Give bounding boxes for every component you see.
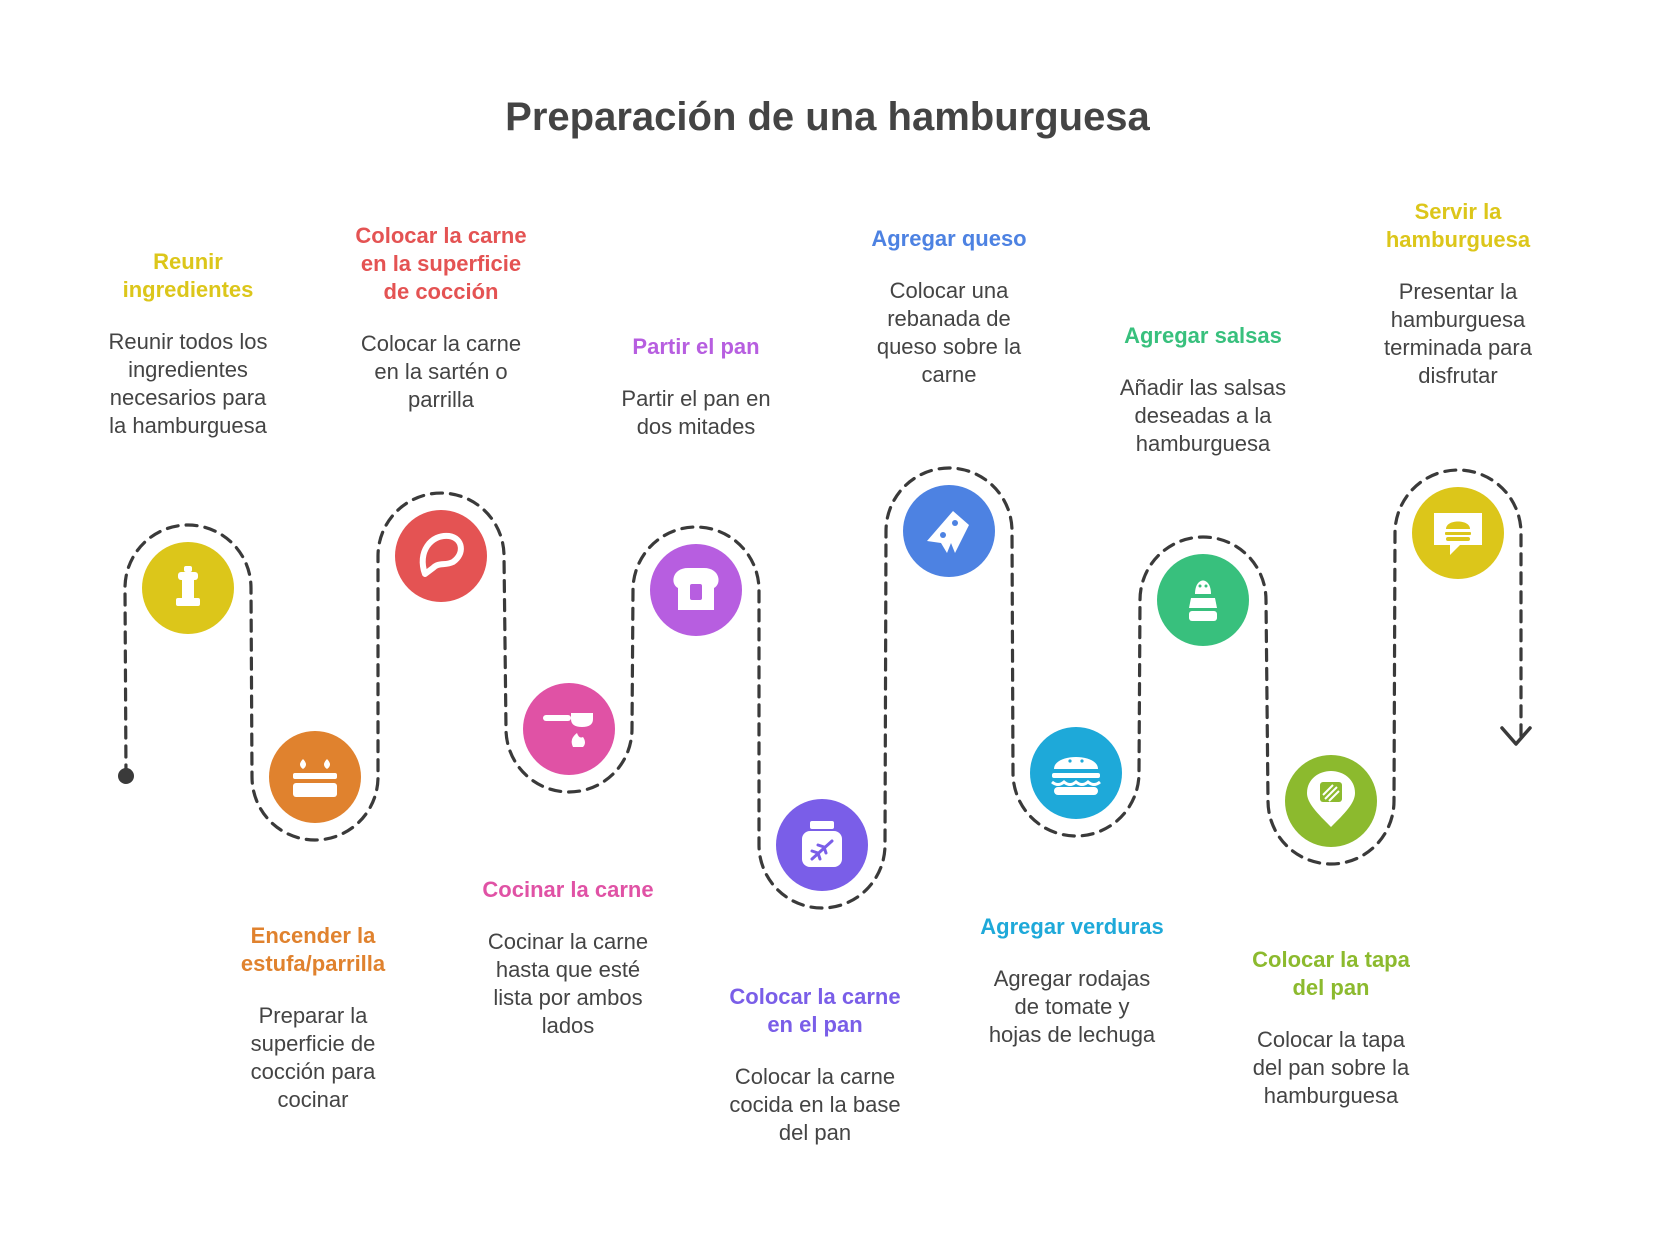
step-title: Agregar verduras xyxy=(980,914,1164,939)
step-description: Agregar rodajas de tomate y hojas de lec… xyxy=(988,966,1156,1047)
burger-icon xyxy=(1051,757,1101,795)
step-circle xyxy=(395,510,487,602)
step-4-text: Cocinar la carne Cocinar la carne hasta q… xyxy=(458,876,678,1040)
step-title: Partir el pan xyxy=(632,334,760,359)
path-start-dot xyxy=(118,768,134,784)
burger-message-icon xyxy=(1434,513,1482,555)
step-8-text: Agregar verduras Agregar rodajas de tomat… xyxy=(962,913,1182,1049)
step-title: Colocar la carne en el pan xyxy=(729,984,901,1037)
step-description: Colocar la carne cocida en la base del p… xyxy=(729,1064,901,1145)
step-7-text: Agregar queso Colocar una rebanada de que… xyxy=(839,225,1059,389)
step-10-text: Colocar la tapa del pan Colocar la tapa d… xyxy=(1221,946,1441,1110)
spice-jar-icon xyxy=(802,821,842,867)
step-3-text: Colocar la carne en la superficie de coc… xyxy=(331,222,551,414)
step-11-text: Servir la hamburguesa Presentar la hambur… xyxy=(1348,198,1568,390)
step-marker-9 xyxy=(1157,554,1249,646)
step-marker-7 xyxy=(903,485,995,577)
step-circle xyxy=(523,683,615,775)
step-marker-8 xyxy=(1030,727,1122,819)
step-description: Colocar la carne en la sartén o parrilla xyxy=(360,331,522,412)
diagram-title: Preparación de una hamburguesa xyxy=(505,95,1150,139)
step-9-text: Agregar salsas Añadir las salsas deseadas… xyxy=(1093,322,1313,458)
step-description: Cocinar la carne hasta que esté lista po… xyxy=(487,929,649,1038)
step-marker-6 xyxy=(776,799,868,891)
step-title: Servir la hamburguesa xyxy=(1385,199,1531,252)
step-description: Presentar la hamburguesa terminada para … xyxy=(1384,279,1532,388)
cheese-slice-icon xyxy=(927,511,969,553)
toast-pin-icon xyxy=(1307,771,1355,827)
step-title: Agregar salsas xyxy=(1124,323,1282,348)
step-marker-3 xyxy=(395,510,487,602)
step-description: Partir el pan en dos mitades xyxy=(621,386,771,439)
step-title: Reunir ingredientes xyxy=(122,249,254,302)
stove-burner-icon xyxy=(293,759,337,797)
step-marker-2 xyxy=(269,731,361,823)
process-path xyxy=(123,466,1523,910)
steak-icon xyxy=(419,532,464,577)
step-description: Añadir las salsas deseadas a la hamburgu… xyxy=(1119,375,1287,456)
step-title: Colocar la carne en la superficie de coc… xyxy=(355,223,527,304)
step-5-text: Partir el pan Partir el pan en dos mitade… xyxy=(586,333,806,441)
frying-pan-fire-icon xyxy=(543,713,593,747)
step-description: Reunir todos los ingredientes necesarios… xyxy=(108,329,268,438)
step-description: Colocar una rebanada de queso sobre la c… xyxy=(876,278,1022,387)
step-title: Colocar la tapa del pan xyxy=(1252,947,1410,1000)
salt-shaker-icon xyxy=(1189,580,1217,621)
bread-slice-icon xyxy=(673,568,719,610)
step-description: Colocar la tapa del pan sobre la hamburg… xyxy=(1252,1027,1410,1108)
step-description: Preparar la superficie de cocción para c… xyxy=(250,1003,376,1112)
step-marker-10 xyxy=(1285,755,1377,847)
path-end-arrow-icon xyxy=(1500,726,1532,746)
step-title: Cocinar la carne xyxy=(482,877,654,902)
step-title: Encender la estufa/parrilla xyxy=(240,923,386,976)
step-2-text: Encender la estufa/parrilla Preparar la s… xyxy=(203,922,423,1114)
step-marker-4 xyxy=(523,683,615,775)
step-marker-11 xyxy=(1412,487,1504,579)
step-marker-1 xyxy=(142,542,234,634)
step-marker-5 xyxy=(650,544,742,636)
step-1-text: Reunir ingredientes Reunir todos los ingr… xyxy=(78,248,298,440)
step-6-text: Colocar la carne en el pan Colocar la car… xyxy=(705,983,925,1147)
pepper-mill-icon xyxy=(176,566,200,606)
step-title: Agregar queso xyxy=(871,226,1027,251)
